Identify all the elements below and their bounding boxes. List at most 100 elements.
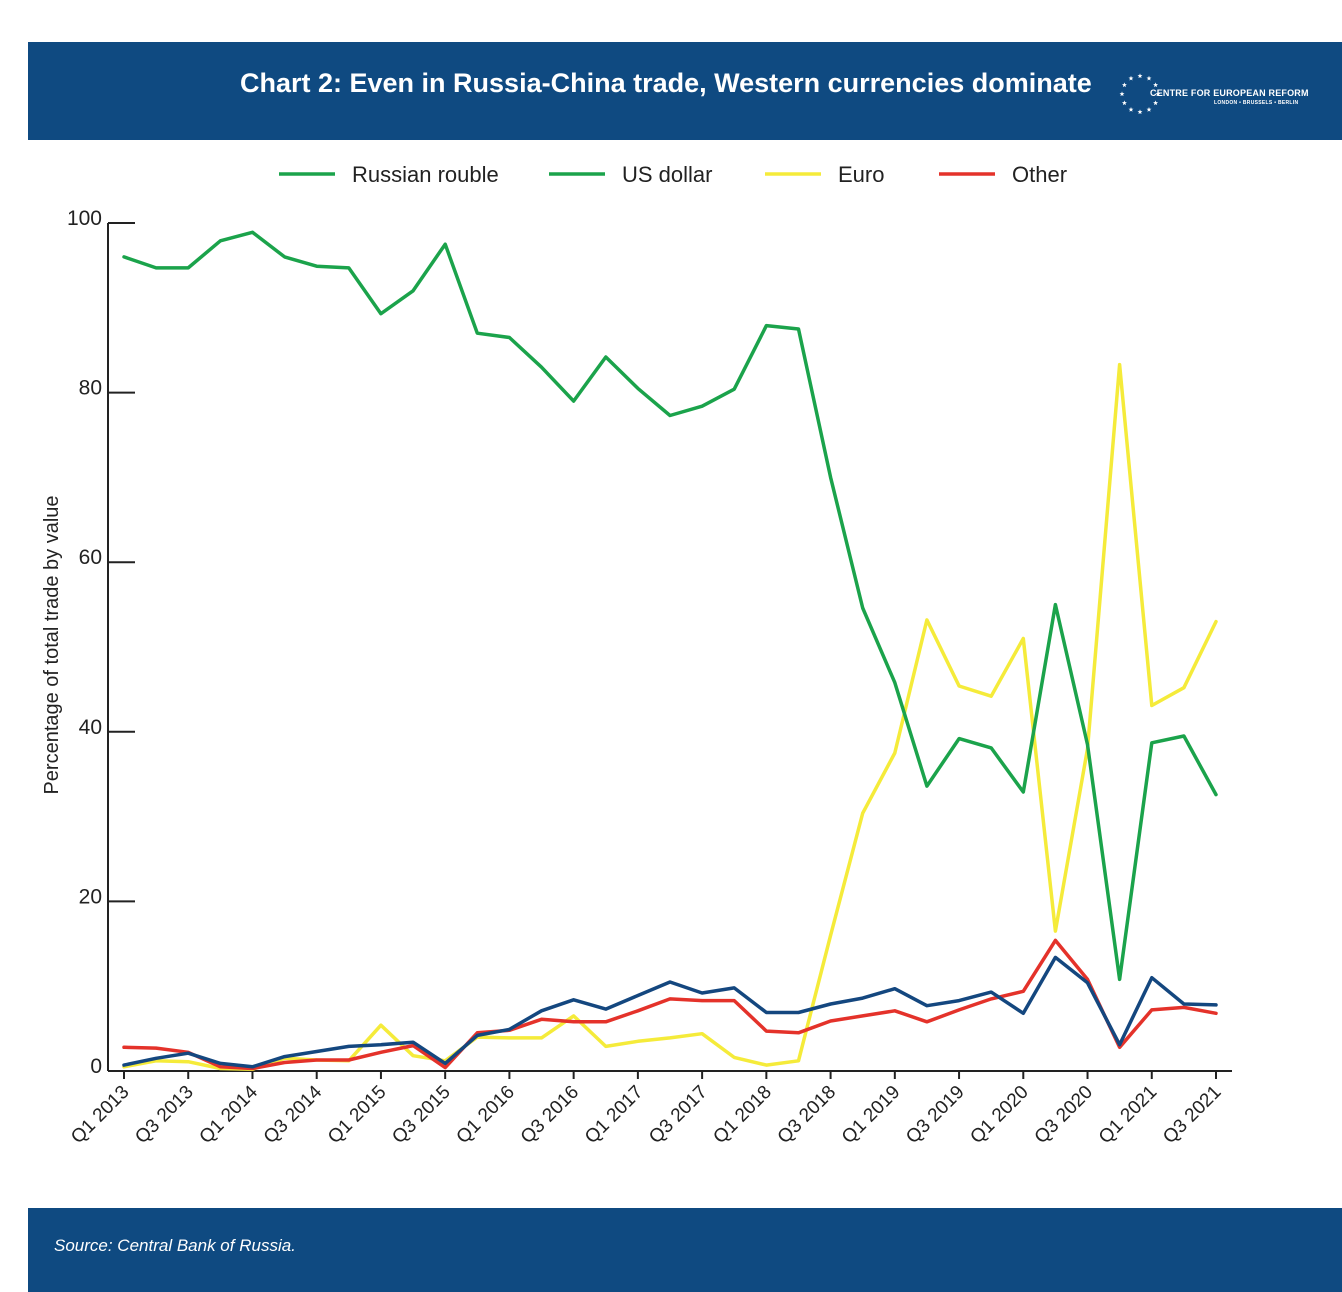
data-point [765, 1063, 768, 1067]
y-tick-label: 80 [79, 377, 102, 400]
data-point [989, 997, 993, 1001]
data-point [315, 1050, 318, 1053]
data-point [347, 1045, 351, 1048]
data-point [347, 266, 351, 270]
series-line [122, 955, 1218, 1069]
data-point [187, 1060, 190, 1063]
data-point [636, 1040, 640, 1043]
data-point [1150, 1008, 1153, 1012]
legend-label: US dollar [622, 162, 712, 187]
x-tick-label: Q1 2015 [324, 1082, 390, 1148]
data-point [379, 1043, 383, 1046]
data-point [508, 1036, 511, 1040]
data-point [733, 1056, 736, 1059]
data-point [1182, 734, 1186, 738]
line-chart: Russian rouble US dollar Euro Other 0 20 40 60… [0, 140, 1342, 1200]
data-point [893, 751, 897, 755]
y-tick-label: 0 [90, 1055, 102, 1078]
data-point [861, 996, 864, 1000]
data-point [1182, 1002, 1186, 1006]
data-point [283, 1061, 286, 1064]
data-point [765, 324, 768, 327]
x-tick-label: Q3 2017 [645, 1082, 711, 1148]
y-tick-label: 20 [79, 885, 102, 908]
data-point [604, 1020, 607, 1024]
data-point [572, 1020, 575, 1024]
logo-star [1128, 75, 1134, 81]
logo-star [1153, 100, 1159, 106]
data-point [925, 784, 929, 788]
x-tick-label: Q1 2016 [453, 1082, 519, 1148]
data-point [765, 1029, 768, 1033]
data-point [668, 414, 672, 417]
logo-star [1155, 91, 1161, 97]
data-point [122, 1063, 126, 1067]
data-point [829, 476, 832, 479]
data-point [733, 999, 736, 1002]
x-tick-label: Q3 2018 [774, 1082, 840, 1148]
data-point [219, 1065, 222, 1068]
data-point [861, 812, 864, 815]
data-point [829, 1002, 832, 1006]
logo-star [1137, 109, 1143, 115]
data-point [925, 618, 929, 622]
data-point [476, 332, 479, 335]
legend-item: Other [939, 162, 1067, 187]
data-point [957, 1008, 961, 1012]
x-tick-label: Q1 2013 [67, 1082, 133, 1148]
x-tick-label: Q3 2014 [260, 1081, 327, 1148]
data-point [1118, 1046, 1121, 1049]
data-point [1022, 637, 1025, 640]
data-point [572, 1014, 575, 1018]
data-point [636, 1009, 640, 1012]
data-point [540, 365, 543, 369]
data-point [989, 990, 993, 994]
data-point [957, 999, 961, 1002]
data-point [957, 737, 961, 740]
y-axis: 0 20 40 60 80 100 [67, 207, 135, 1078]
data-point [668, 1036, 672, 1040]
data-point [1054, 939, 1057, 942]
data-point [347, 1058, 351, 1062]
chart-header: Chart 2: Even in Russia-China trade, Wes… [28, 42, 1342, 140]
logo-star [1128, 106, 1134, 112]
data-point [379, 1024, 383, 1027]
logo-name: CENTRE FOR EUROPEAN REFORM [1150, 88, 1309, 98]
data-point [829, 934, 832, 937]
legend-item: US dollar [549, 162, 712, 187]
data-point [379, 312, 383, 315]
data-point [1054, 929, 1057, 933]
data-point [1214, 793, 1218, 796]
chart-footer: Source: Central Bank of Russia. [28, 1208, 1342, 1292]
x-tick-label: Q3 2021 [1159, 1082, 1225, 1148]
data-point [1086, 981, 1089, 985]
data-point [1118, 363, 1121, 366]
logo-star [1146, 106, 1152, 112]
x-tick-label: Q1 2020 [966, 1082, 1032, 1148]
y-tick-label: 40 [79, 716, 102, 739]
data-point [700, 1032, 704, 1035]
data-point [1182, 686, 1186, 689]
series-other [122, 938, 1218, 1071]
series-layer [122, 230, 1218, 1072]
data-point [540, 1036, 543, 1040]
data-point [443, 1066, 447, 1069]
data-point [700, 991, 704, 995]
source-note: Source: Central Bank of Russia. [54, 1236, 296, 1255]
data-point [1086, 743, 1089, 746]
legend-item: Russian rouble [279, 162, 499, 187]
logo-star [1121, 100, 1127, 106]
data-point [604, 1045, 607, 1048]
series-russian-rouble [122, 955, 1218, 1069]
x-tick-label: Q3 2020 [1031, 1082, 1097, 1148]
data-point [411, 1040, 415, 1044]
data-point [508, 1028, 511, 1031]
x-tick-label: Q1 2018 [709, 1082, 775, 1148]
logo-star [1137, 73, 1143, 79]
x-tick-label: Q1 2019 [838, 1082, 904, 1148]
data-point [1118, 1043, 1121, 1046]
data-point [508, 336, 511, 339]
data-point [1214, 1003, 1218, 1007]
data-point [733, 388, 736, 391]
data-point [187, 266, 190, 270]
